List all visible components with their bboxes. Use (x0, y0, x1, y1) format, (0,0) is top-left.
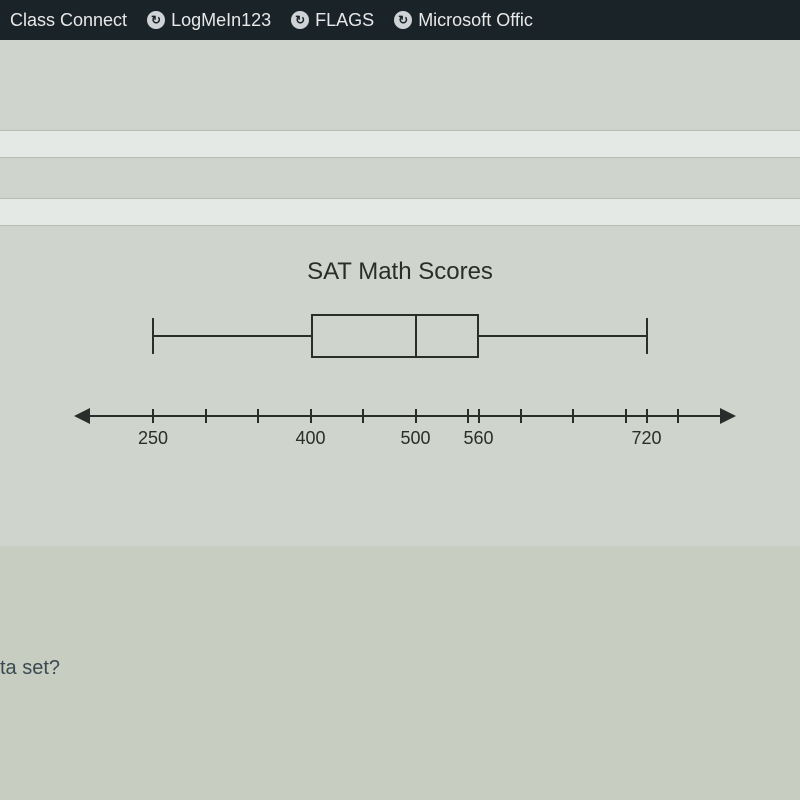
axis-tick (152, 409, 154, 423)
chart-plot-area: 250 400 500 560 720 (90, 306, 720, 486)
globe-icon: ↻ (291, 11, 309, 29)
axis-arrow-right-icon (720, 408, 736, 424)
bookmark-class-connect[interactable]: Class Connect (10, 10, 127, 31)
page-band (0, 158, 800, 198)
chart-title: SAT Math Scores (307, 258, 493, 286)
page-band (0, 40, 800, 130)
axis-tick (572, 409, 574, 423)
whisker-line-right (479, 335, 647, 337)
bookmark-msoffice[interactable]: ↻ Microsoft Offic (394, 10, 533, 31)
axis-tick (625, 409, 627, 423)
axis-tick-label: 250 (138, 428, 168, 449)
bookmark-label: Class Connect (10, 10, 127, 31)
globe-icon: ↻ (394, 11, 412, 29)
globe-icon: ↻ (147, 11, 165, 29)
axis-tick-label: 500 (400, 428, 430, 449)
axis-tick (520, 409, 522, 423)
axis-tick-label: 560 (463, 428, 493, 449)
bookmark-label: FLAGS (315, 10, 374, 31)
whisker-line-left (153, 335, 311, 337)
axis-tick (646, 409, 648, 423)
axis-tick (310, 409, 312, 423)
page-band (0, 198, 800, 226)
axis-tick (257, 409, 259, 423)
axis-tick-label: 400 (295, 428, 325, 449)
bookmark-bar: Class Connect ↻ LogMeIn123 ↻ FLAGS ↻ Mic… (0, 0, 800, 40)
bookmark-flags[interactable]: ↻ FLAGS (291, 10, 374, 31)
boxplot-chart: SAT Math Scores 250 400 500 560 720 (0, 226, 800, 546)
bookmark-label: LogMeIn123 (171, 10, 271, 31)
axis-tick (467, 409, 469, 423)
page-band (0, 130, 800, 158)
axis-tick (677, 409, 679, 423)
axis-tick (415, 409, 417, 423)
axis-arrow-left-icon (74, 408, 90, 424)
median-line (415, 314, 417, 358)
bookmark-logmein[interactable]: ↻ LogMeIn123 (147, 10, 271, 31)
bookmark-label: Microsoft Offic (418, 10, 533, 31)
iqr-box (311, 314, 479, 358)
axis-tick (362, 409, 364, 423)
question-fragment: ta set? (0, 657, 60, 680)
axis-tick-label: 720 (631, 428, 661, 449)
axis-tick (205, 409, 207, 423)
axis-tick (478, 409, 480, 423)
